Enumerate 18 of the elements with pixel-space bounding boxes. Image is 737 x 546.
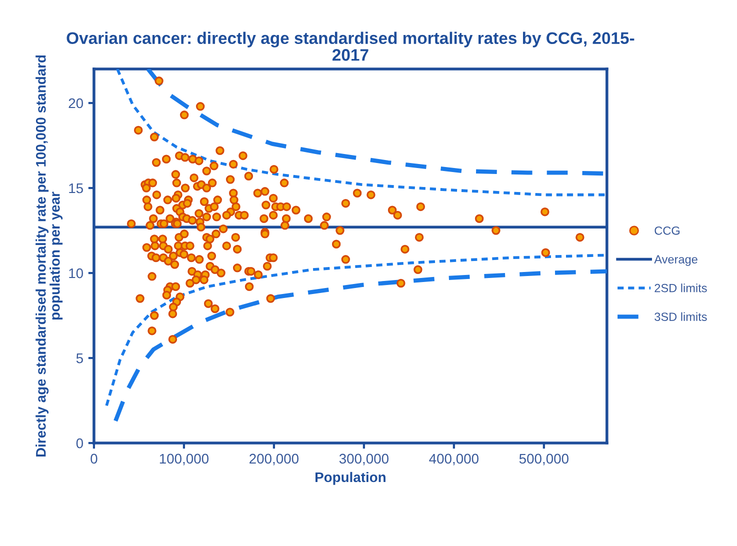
y-tick-label: 20 (68, 98, 84, 108)
x-tick-label: 300,000 (339, 454, 389, 466)
legend-label: CCG (654, 226, 680, 235)
legend-label: 3SD limits (654, 312, 707, 321)
y-axis-title: Directly age standardised mortality rate per 100,000 standard population per year (36, 55, 63, 457)
y-tick-label: 0 (76, 438, 84, 448)
x-tick-label: 0 (90, 454, 98, 464)
legend-label: 2SD limits (654, 284, 707, 292)
x-axis-title: Population (316, 472, 386, 485)
y-tick-label: 15 (69, 183, 83, 194)
y-tick-label: 10 (69, 268, 84, 278)
x-tick-label: 500,000 (519, 454, 568, 466)
x-tick-label: 200,000 (250, 454, 299, 466)
legend-label: Average (654, 255, 698, 266)
y-tick-label: 5 (76, 354, 83, 364)
chart-title: Ovarian cancer: directly age standardised mortality rates by CCG, 2015- 2017 (66, 32, 634, 61)
x-tick-label: 100,000 (160, 454, 209, 466)
x-tick-label: 400,000 (429, 454, 478, 466)
